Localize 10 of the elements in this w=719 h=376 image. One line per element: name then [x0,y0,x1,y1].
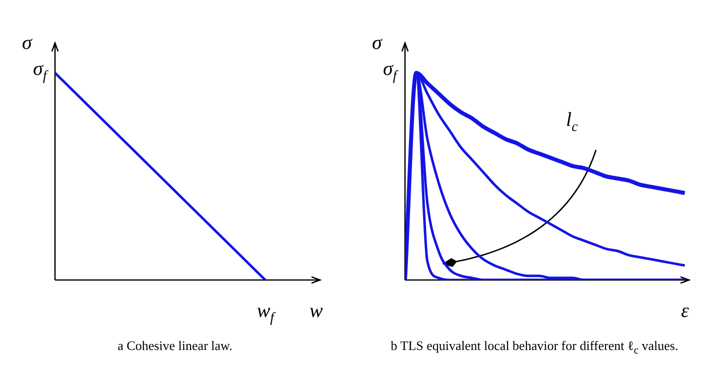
x-axis-title: ε [681,300,689,322]
y-axis-title: σ [22,32,32,54]
annotation: w$_{f}$ [256,300,274,328]
text: σ$_{f}$ [383,58,397,86]
annotation: l$_{c}$ [566,109,578,137]
y-axis-title: σ [372,32,382,54]
x-axis-title: w [310,300,323,322]
text: a Cohesive linear law. [116,338,234,354]
text: b TLS equivalent local behavior for different ℓ$_{c}$ values. [390,338,680,357]
text: σ$_{f}$ [33,58,47,86]
